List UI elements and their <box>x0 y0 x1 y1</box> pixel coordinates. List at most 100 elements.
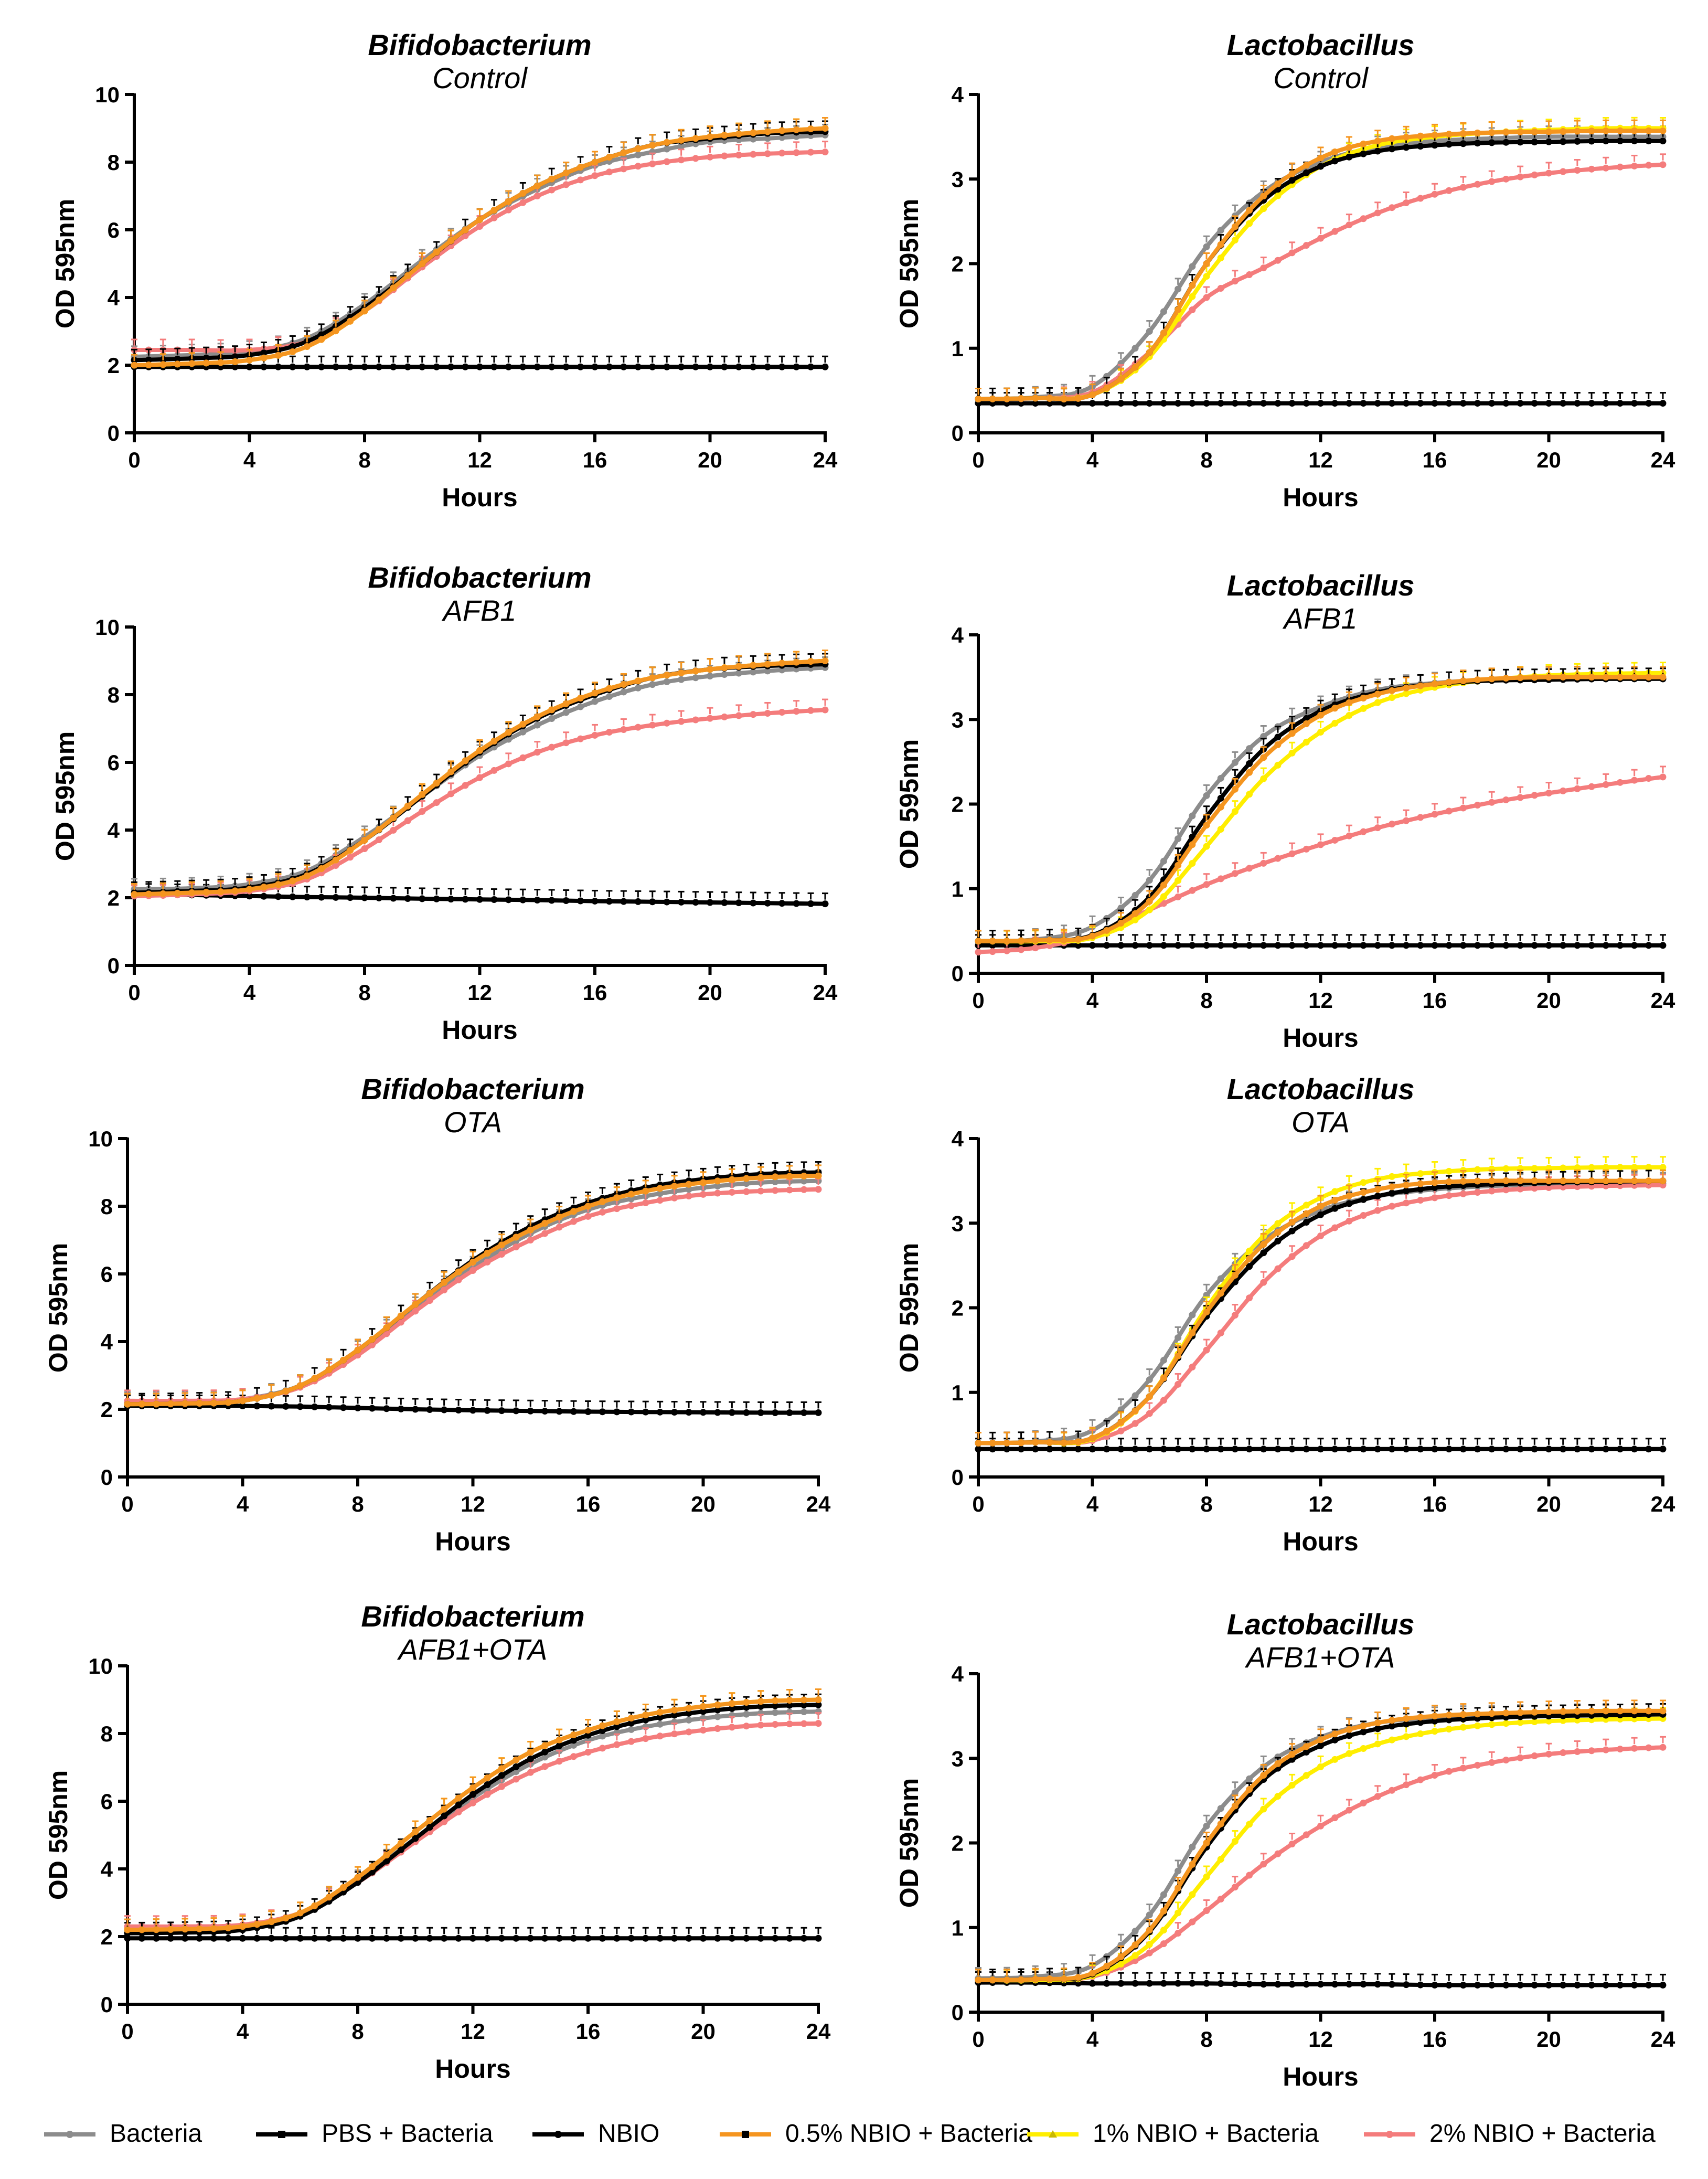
data-point <box>1046 400 1053 407</box>
data-point <box>656 1197 664 1204</box>
data-point <box>1560 942 1567 949</box>
data-point <box>735 663 742 670</box>
y-tick-label: 10 <box>95 82 120 107</box>
x-tick-label: 8 <box>1200 988 1212 1013</box>
data-point <box>1317 1211 1324 1218</box>
data-point <box>419 895 426 902</box>
data-point <box>1246 942 1253 949</box>
data-point <box>375 363 382 370</box>
data-point <box>1488 129 1496 136</box>
data-point <box>1403 1199 1410 1207</box>
data-point <box>663 678 670 685</box>
data-point <box>1602 400 1609 407</box>
data-point <box>188 360 196 367</box>
data-point <box>1346 400 1353 407</box>
data-point <box>447 768 455 775</box>
data-point <box>1474 942 1481 949</box>
data-point <box>332 363 339 370</box>
data-point <box>541 1934 549 1942</box>
data-point <box>1474 1445 1481 1453</box>
data-point <box>577 363 584 370</box>
data-point <box>1260 1445 1267 1453</box>
data-point <box>649 681 656 688</box>
data-point <box>1217 875 1224 883</box>
data-point <box>447 790 455 798</box>
x-axis-label: Hours <box>442 483 517 512</box>
data-point <box>700 1409 707 1416</box>
data-point <box>1060 1445 1068 1453</box>
data-point <box>390 826 397 834</box>
data-point <box>975 949 982 956</box>
data-point <box>750 135 757 143</box>
data-point <box>519 754 527 761</box>
data-point <box>821 148 829 156</box>
y-tick-label: 4 <box>101 1857 113 1882</box>
data-point <box>1431 681 1438 688</box>
data-point <box>1388 694 1395 701</box>
y-tick-label: 2 <box>108 353 120 378</box>
data-point <box>260 363 268 370</box>
x-axis-label: Hours <box>435 1527 510 1556</box>
data-point <box>1616 127 1624 134</box>
data-point <box>815 1172 822 1179</box>
data-point <box>1403 684 1410 692</box>
series-line <box>976 1178 1665 1445</box>
data-point <box>1131 891 1139 899</box>
data-point <box>1574 942 1581 949</box>
data-point <box>138 1934 145 1942</box>
data-point <box>1360 150 1367 157</box>
data-point <box>1032 937 1039 944</box>
data-point <box>1303 845 1310 853</box>
data-point <box>735 363 742 370</box>
data-point <box>678 676 685 683</box>
data-point <box>620 681 627 688</box>
data-point <box>685 1728 692 1736</box>
data-point <box>975 938 982 945</box>
data-point <box>231 353 239 360</box>
data-point <box>274 881 282 888</box>
data-point <box>340 1404 347 1411</box>
data-point <box>800 1177 808 1185</box>
data-point <box>1388 1173 1395 1180</box>
data-point <box>296 1382 304 1389</box>
data-point <box>246 886 253 893</box>
data-point <box>1445 1192 1453 1199</box>
data-point <box>1189 1330 1196 1337</box>
data-point <box>1659 1164 1667 1171</box>
data-point <box>1346 1200 1353 1207</box>
data-point <box>1560 1177 1567 1185</box>
data-point <box>1160 329 1167 337</box>
data-point <box>678 136 685 144</box>
x-tick-label: 20 <box>1536 1492 1561 1516</box>
data-point <box>577 703 584 710</box>
data-point <box>1474 1166 1481 1173</box>
y-tick-label: 8 <box>108 150 120 175</box>
data-point <box>1103 1445 1111 1453</box>
data-point <box>1189 263 1196 270</box>
data-point <box>1331 1445 1339 1453</box>
x-tick-label: 0 <box>121 1492 133 1516</box>
chart-title: Bifidobacterium <box>361 1072 584 1106</box>
data-point <box>1203 260 1210 267</box>
data-point <box>721 132 728 139</box>
x-tick-label: 4 <box>1086 988 1099 1013</box>
data-point <box>1060 396 1068 403</box>
data-point <box>124 1400 131 1408</box>
data-point <box>1388 687 1395 694</box>
data-point <box>772 1721 779 1728</box>
data-point <box>663 719 670 727</box>
data-point <box>1445 187 1453 194</box>
data-point <box>1231 942 1239 949</box>
data-point <box>989 938 996 945</box>
data-point <box>1445 1167 1453 1175</box>
data-point <box>764 128 771 135</box>
data-point <box>1060 937 1068 944</box>
data-point <box>1274 1265 1282 1272</box>
data-point <box>260 884 268 891</box>
data-point <box>1531 1185 1538 1192</box>
data-point <box>289 893 296 900</box>
data-point <box>1531 1177 1538 1185</box>
data-point <box>1602 1177 1609 1185</box>
data-point <box>368 1336 376 1343</box>
